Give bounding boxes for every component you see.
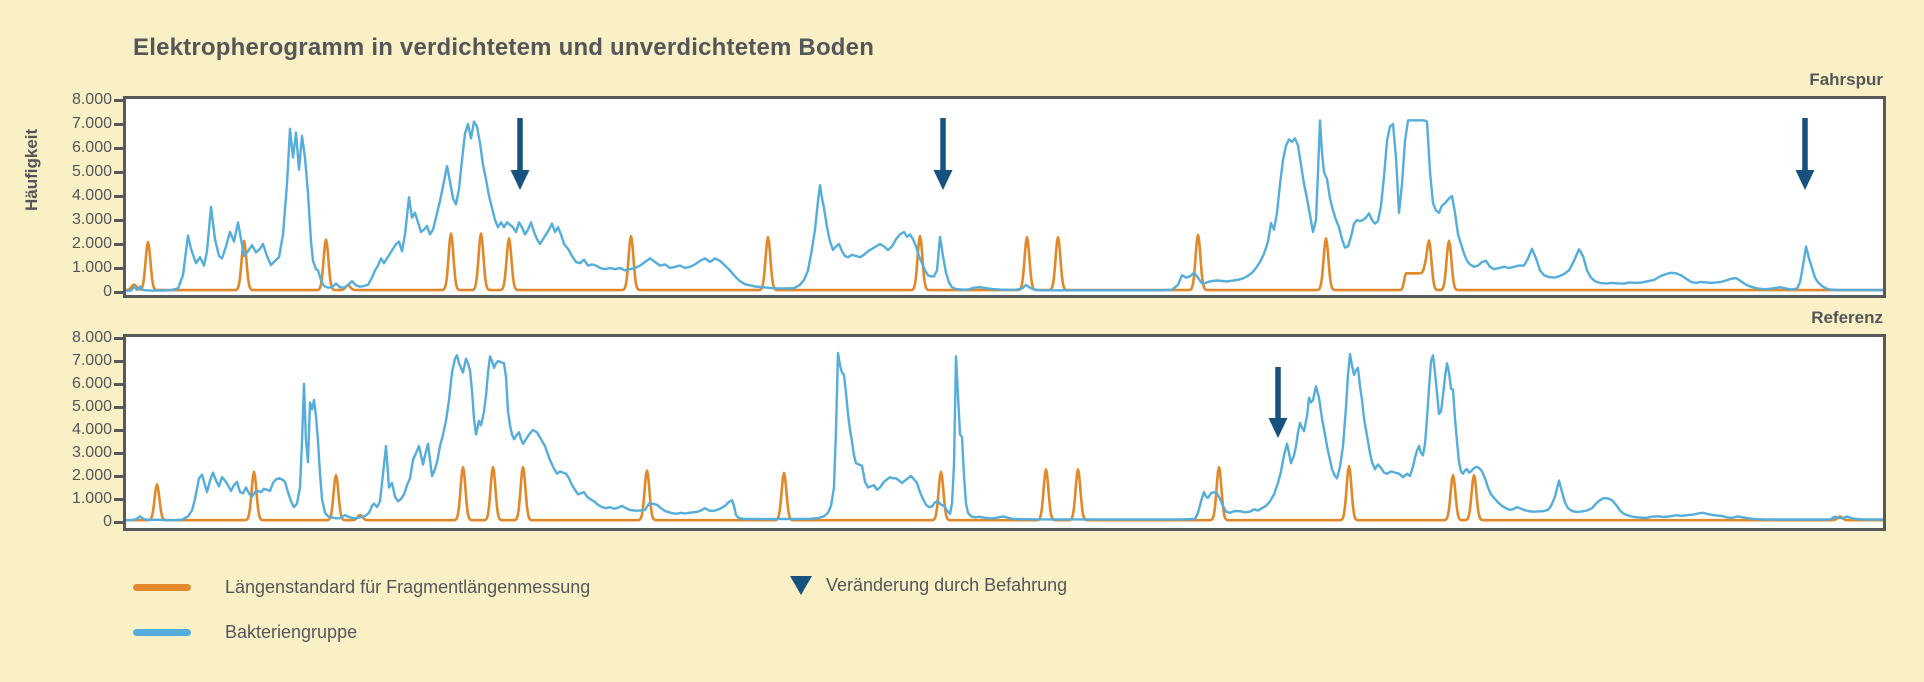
y-tick-label: 2.000 [71,467,112,484]
y-tick-label: 0 [103,513,112,530]
befahrung-arrow-icon [510,118,530,190]
y-tick-label: 3.000 [71,444,112,461]
y-tick-mark [114,122,124,126]
y-tick-mark [114,290,124,294]
y-tick-mark [114,98,124,102]
y-tick-mark [114,170,124,174]
y-tick-label: 4.000 [71,421,112,438]
legend-item-bakteriengruppe: Bakteriengruppe [133,622,357,643]
y-tick-label: 7.000 [71,352,112,369]
bakteriengruppe-line [126,119,1883,292]
y-tick-label: 1.000 [71,490,112,507]
y-tick-mark [114,266,124,270]
y-tick-label: 5.000 [71,398,112,415]
y-tick-mark [114,405,124,409]
y-tick-mark [114,218,124,222]
y-tick-label: 7.000 [71,115,112,132]
y-tick-label: 3.000 [71,211,112,228]
legend-item-veraenderung: Veränderung durch Befahrung [790,575,1067,596]
legend-label-laengenstandard: Längenstandard für Fragmentlängenmessung [225,577,591,597]
y-tick-mark [114,382,124,386]
y-tick-mark [114,497,124,501]
blue-line-swatch-icon [133,629,191,636]
y-tick-label: 8.000 [71,329,112,346]
befahrung-arrow-icon [933,118,953,190]
befahrung-arrow-icon [1268,367,1288,438]
y-tick-label: 6.000 [71,375,112,392]
y-tick-label: 2.000 [71,235,112,252]
bakteriengruppe-line [126,351,1883,522]
befahrung-arrow-icon [1795,118,1815,190]
y-tick-mark [114,146,124,150]
y-tick-label: 1.000 [71,259,112,276]
y-tick-label: 4.000 [71,187,112,204]
y-tick-mark [114,428,124,432]
y-tick-label: 6.000 [71,139,112,156]
legend-label-bakteriengruppe: Bakteriengruppe [225,622,358,642]
y-tick-label: 0 [103,283,112,300]
panel-fahrspur-plot [123,96,1886,298]
y-tick-mark [114,336,124,340]
y-tick-mark [114,520,124,524]
y-tick-mark [114,451,124,455]
chart-title: Elektropherogramm in verdichtetem und un… [133,34,875,61]
y-tick-label: 8.000 [71,91,112,108]
panel-referenz-plot [123,334,1886,531]
y-tick-mark [114,474,124,478]
orange-line-swatch-icon [133,584,191,591]
y-tick-label: 5.000 [71,163,112,180]
y-tick-mark [114,242,124,246]
panel-label-referenz: Referenz [1811,308,1883,327]
legend-item-laengenstandard: Längenstandard für Fragmentlängenmessung [133,577,590,598]
arrow-down-icon [790,576,812,595]
y-tick-mark [114,194,124,198]
legend-label-veraenderung: Veränderung durch Befahrung [826,575,1068,595]
laengenstandard-line [126,464,1883,522]
panel-label-fahrspur: Fahrspur [1809,70,1883,89]
y-tick-mark [114,359,124,363]
